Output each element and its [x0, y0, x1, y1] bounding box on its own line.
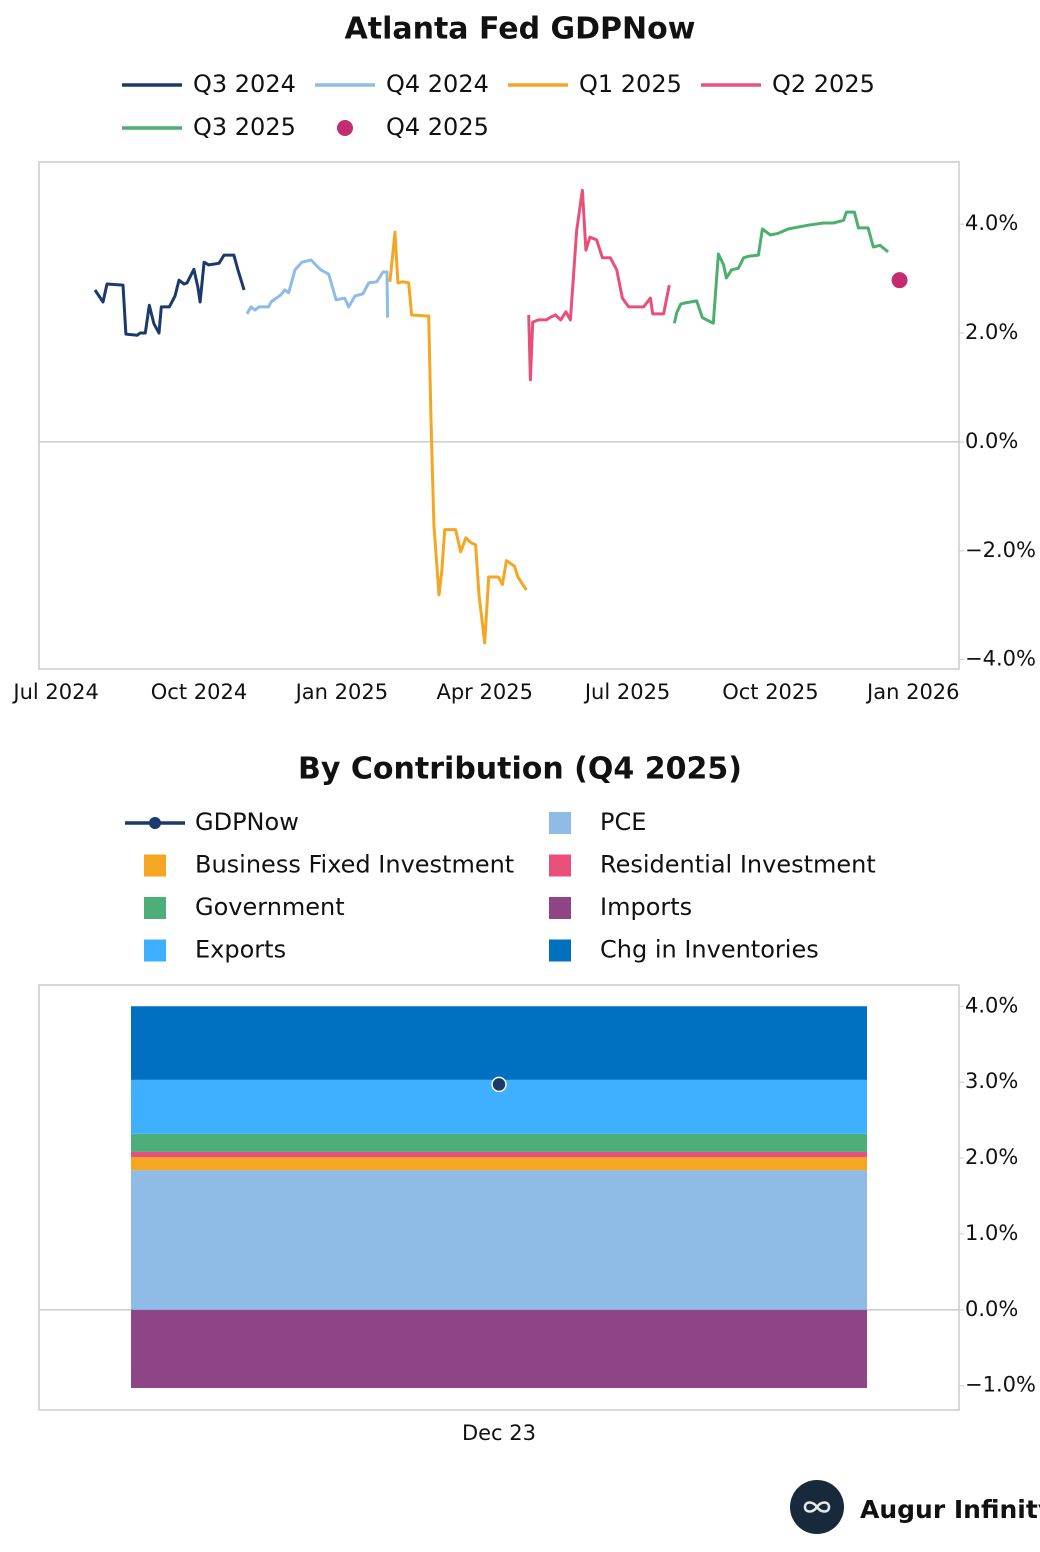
legend-label: Chg in Inventories [600, 936, 819, 964]
bar-segment [131, 1006, 867, 1080]
point [891, 272, 908, 289]
legend-swatch [144, 897, 166, 919]
legend-label: Government [195, 893, 345, 921]
bar-segment [131, 1133, 867, 1152]
series-line [245, 258, 390, 318]
plot-frame [38, 984, 960, 1411]
series-line [388, 230, 528, 645]
y-tick-label: 0.0% [965, 1297, 1018, 1321]
legend-label: GDPNow [195, 808, 299, 836]
legend-swatch [144, 854, 166, 877]
y-tick-label: 2.0% [965, 320, 1018, 344]
legend-label: Q1 2025 [579, 70, 682, 98]
x-tick-label: Oct 2025 [722, 680, 818, 704]
series-line [93, 253, 246, 337]
bar-segment [131, 1151, 867, 1158]
y-tick-label: 4.0% [965, 993, 1018, 1017]
x-tick-label: Jul 2025 [583, 680, 670, 704]
chart-title: By Contribution (Q4 2025) [298, 752, 742, 787]
x-tick-label: Oct 2024 [151, 680, 247, 704]
legend-label: Q4 2025 [386, 113, 489, 141]
legend-swatch [549, 812, 571, 834]
series-line [672, 210, 890, 325]
x-tick-label: Dec 23 [462, 1421, 536, 1445]
y-tick-label: 1.0% [965, 1221, 1018, 1245]
legend-label: Q4 2024 [386, 70, 489, 98]
y-tick-label: 4.0% [965, 211, 1018, 235]
legend-swatch [549, 854, 571, 877]
logo-icon [803, 1501, 831, 1513]
bar-segment [131, 1170, 867, 1310]
legend-marker [149, 817, 161, 829]
x-tick-label: Apr 2025 [436, 680, 532, 704]
x-tick-label: Jan 2026 [865, 680, 960, 704]
legend-label: Residential Investment [600, 851, 876, 879]
y-tick-label: 2.0% [965, 1145, 1018, 1169]
y-tick-label: −4.0% [965, 647, 1036, 671]
x-tick-label: Jan 2025 [294, 680, 389, 704]
legend-label: Exports [195, 936, 286, 964]
legend-label: Q2 2025 [772, 70, 875, 98]
point [491, 1076, 507, 1093]
y-tick-label: −1.0% [965, 1373, 1036, 1397]
bar-segment [131, 1157, 867, 1171]
legend-swatch [549, 897, 571, 919]
y-tick-label: −2.0% [965, 538, 1036, 562]
legend-label: Q3 2024 [193, 70, 296, 98]
bar-segment [131, 1309, 867, 1388]
legend-swatch [549, 939, 571, 962]
legend-label: Business Fixed Investment [195, 851, 514, 879]
y-tick-label: 3.0% [965, 1069, 1018, 1093]
legend-marker [337, 120, 353, 136]
series-line [527, 188, 671, 382]
x-tick-label: Jul 2024 [11, 680, 98, 704]
logo: Augur Infinity [790, 1480, 1040, 1534]
chart-title: Atlanta Fed GDPNow [345, 12, 696, 47]
legend-swatch [144, 939, 166, 962]
brand: Augur Infinity [860, 1495, 1040, 1524]
legend-label: Q3 2025 [193, 113, 296, 141]
legend-label: Imports [600, 893, 692, 921]
plot-frame [38, 161, 960, 670]
legend-label: PCE [600, 808, 646, 836]
y-tick-label: 0.0% [965, 429, 1018, 453]
